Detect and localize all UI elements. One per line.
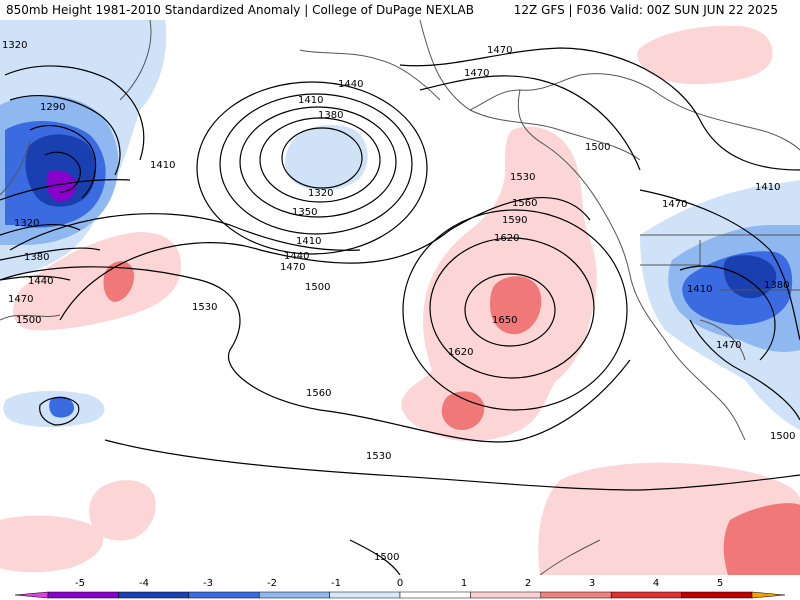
legend-ticks: -5 -4 -3 -2 -1 0 1 2 3 4 5 xyxy=(75,578,723,589)
legend-tick-label: -3 xyxy=(203,578,213,589)
contour-label: 1290 xyxy=(40,102,65,113)
coastlines xyxy=(0,20,800,575)
contour-label: 1380 xyxy=(318,110,343,121)
contour-label: 1560 xyxy=(512,198,537,209)
positive-anomaly-ne xyxy=(637,25,773,85)
contour-label: 1500 xyxy=(305,282,330,293)
negative-anomaly-low xyxy=(285,125,368,191)
legend-bar xyxy=(14,591,786,599)
contour-label: 1470 xyxy=(8,294,33,305)
color-legend: -5 -4 -3 -2 -1 0 1 2 3 4 5 xyxy=(0,575,800,600)
contour-label: 1410 xyxy=(150,160,175,171)
contour-label: 1620 xyxy=(448,347,473,358)
negative-anomaly-nw-5 xyxy=(46,170,77,202)
positive-anomaly-ridge-core xyxy=(490,276,542,335)
legend-swatch xyxy=(470,591,542,599)
legend-swatch xyxy=(329,591,401,599)
legend-tick-label: 0 xyxy=(397,578,403,589)
contour-label: 1530 xyxy=(366,451,391,462)
legend-swatch xyxy=(610,591,682,599)
contour-label: 1500 xyxy=(374,552,399,563)
legend-swatch xyxy=(118,591,190,599)
contour-label: 1590 xyxy=(502,215,527,226)
contour-labels: 1320 1290 1410 1320 1380 1440 1470 1500 … xyxy=(2,40,795,563)
contour-label: 1500 xyxy=(16,315,41,326)
contour-label: 1380 xyxy=(764,280,789,291)
legend-tick-label: 2 xyxy=(525,578,531,589)
legend-tick-label: 1 xyxy=(461,578,467,589)
contour-label: 1320 xyxy=(14,218,39,229)
contour-label: 1470 xyxy=(464,68,489,79)
legend-swatch xyxy=(14,591,49,599)
map-svg: 1320 1290 1410 1320 1380 1440 1470 1500 … xyxy=(0,20,800,575)
run-info: 12Z GFS | F036 Valid: 00Z SUN JUN 22 202… xyxy=(513,3,778,17)
contour-label: 1500 xyxy=(585,142,610,153)
contour-label: 1470 xyxy=(662,199,687,210)
map-title: 850mb Height 1981-2010 Standardized Anom… xyxy=(6,3,474,17)
legend-tick-label: 5 xyxy=(717,578,723,589)
positive-anomaly-hawaii xyxy=(441,391,485,430)
negative-anomaly-west-core xyxy=(49,396,74,418)
map-panel: 1320 1290 1410 1320 1380 1440 1470 1500 … xyxy=(0,20,800,575)
contour-label: 1650 xyxy=(492,315,517,326)
legend-swatch xyxy=(540,591,612,599)
legend-swatch xyxy=(399,591,471,599)
legend-tick-label: -5 xyxy=(75,578,85,589)
contour-label: 1500 xyxy=(770,431,795,442)
positive-anomaly-wpac-core xyxy=(103,261,134,302)
legend-swatch xyxy=(751,591,786,599)
contour-label: 1530 xyxy=(510,172,535,183)
legend-tick-label: 3 xyxy=(589,578,595,589)
height-contours xyxy=(0,47,800,575)
legend-tick-label: -2 xyxy=(267,578,277,589)
negative-anomaly-nw-4 xyxy=(25,134,96,207)
legend-tick-label: -4 xyxy=(139,578,149,589)
contour-label: 1470 xyxy=(280,262,305,273)
positive-anomaly-sw-pac xyxy=(89,480,156,541)
contour-label: 1560 xyxy=(306,388,331,399)
anomaly-shading xyxy=(0,20,800,575)
positive-anomaly-sw-pac-2 xyxy=(0,515,104,573)
contour-label: 1380 xyxy=(24,252,49,263)
legend-swatch xyxy=(258,591,330,599)
title-bar: 850mb Height 1981-2010 Standardized Anom… xyxy=(0,0,800,20)
legend-tick-label: 4 xyxy=(653,578,659,589)
legend-tick-label: -1 xyxy=(331,578,341,589)
negative-anomaly-sw-4 xyxy=(723,255,777,299)
contour-label: 1440 xyxy=(338,79,363,90)
contour-label: 1440 xyxy=(28,276,53,287)
contour-label: 1350 xyxy=(292,207,317,218)
contour-label: 1410 xyxy=(298,95,323,106)
contour-label: 1410 xyxy=(687,284,712,295)
contour-label: 1620 xyxy=(494,233,519,244)
legend-swatch xyxy=(188,591,260,599)
contour-label: 1320 xyxy=(2,40,27,51)
legend-svg: -5 -4 -3 -2 -1 0 1 2 3 4 5 xyxy=(14,578,786,599)
contour-label: 1470 xyxy=(487,45,512,56)
contour-label: 1470 xyxy=(716,340,741,351)
contour-label: 1410 xyxy=(755,182,780,193)
contour-label: 1530 xyxy=(192,302,217,313)
legend-swatch xyxy=(47,591,119,599)
contour-label: 1440 xyxy=(284,251,309,262)
positive-anomaly-south-core xyxy=(723,503,800,575)
legend-swatch xyxy=(681,591,753,599)
contour-label: 1410 xyxy=(296,236,321,247)
contour-label: 1320 xyxy=(308,188,333,199)
positive-anomaly-wpac xyxy=(13,232,181,331)
